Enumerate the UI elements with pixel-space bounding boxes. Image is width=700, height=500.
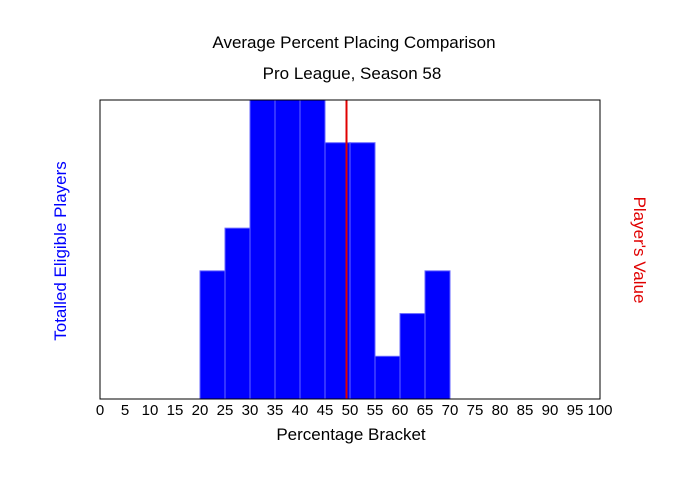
x-tick-label: 65	[417, 402, 434, 419]
x-tick-label: 75	[467, 402, 484, 419]
x-tick-label: 0	[96, 402, 104, 419]
x-tick-label: 15	[167, 402, 184, 419]
bar-40	[299, 99, 326, 400]
x-tick-label: 40	[292, 402, 309, 419]
chart-title: Average Percent Placing Comparison	[212, 33, 495, 52]
bar-55	[374, 355, 401, 400]
bar-65	[424, 270, 451, 400]
x-tick-label: 45	[317, 402, 334, 419]
x-tick-label: 55	[367, 402, 384, 419]
x-tick-label: 60	[392, 402, 409, 419]
x-tick-label: 10	[142, 402, 159, 419]
x-tick-label: 30	[242, 402, 259, 419]
bar-25	[224, 227, 251, 400]
x-tick-label: 35	[267, 402, 284, 419]
chart-subtitle: Pro League, Season 58	[263, 64, 442, 83]
x-tick-label: 80	[492, 402, 509, 419]
x-tick-label: 85	[517, 402, 534, 419]
x-ticks: 0 5 10 15 20 25 30 35 40 45 50 55 60 65 70 75 80 85 90 95 10…	[96, 402, 613, 419]
x-tick-label: 25	[217, 402, 234, 419]
y2-axis-label: Player's Value	[630, 197, 649, 304]
x-tick-label: 90	[542, 402, 559, 419]
plot-frame	[99, 99, 601, 400]
x-tick-label: 95	[567, 402, 584, 419]
bar-20	[199, 270, 226, 400]
x-tick-label: 20	[192, 402, 209, 419]
y-axis-label: Totalled Eligible Players	[51, 161, 70, 341]
bar-35	[274, 99, 301, 400]
x-tick-label: 100	[587, 402, 612, 419]
bar-30	[249, 99, 276, 400]
x-tick-label: 70	[442, 402, 459, 419]
bars-group	[199, 99, 451, 400]
x-tick-label: 5	[121, 402, 129, 419]
x-tick-label: 50	[342, 402, 359, 419]
bar-60	[399, 313, 426, 400]
x-axis-label: Percentage Bracket	[276, 425, 426, 444]
bar-50	[349, 142, 376, 400]
